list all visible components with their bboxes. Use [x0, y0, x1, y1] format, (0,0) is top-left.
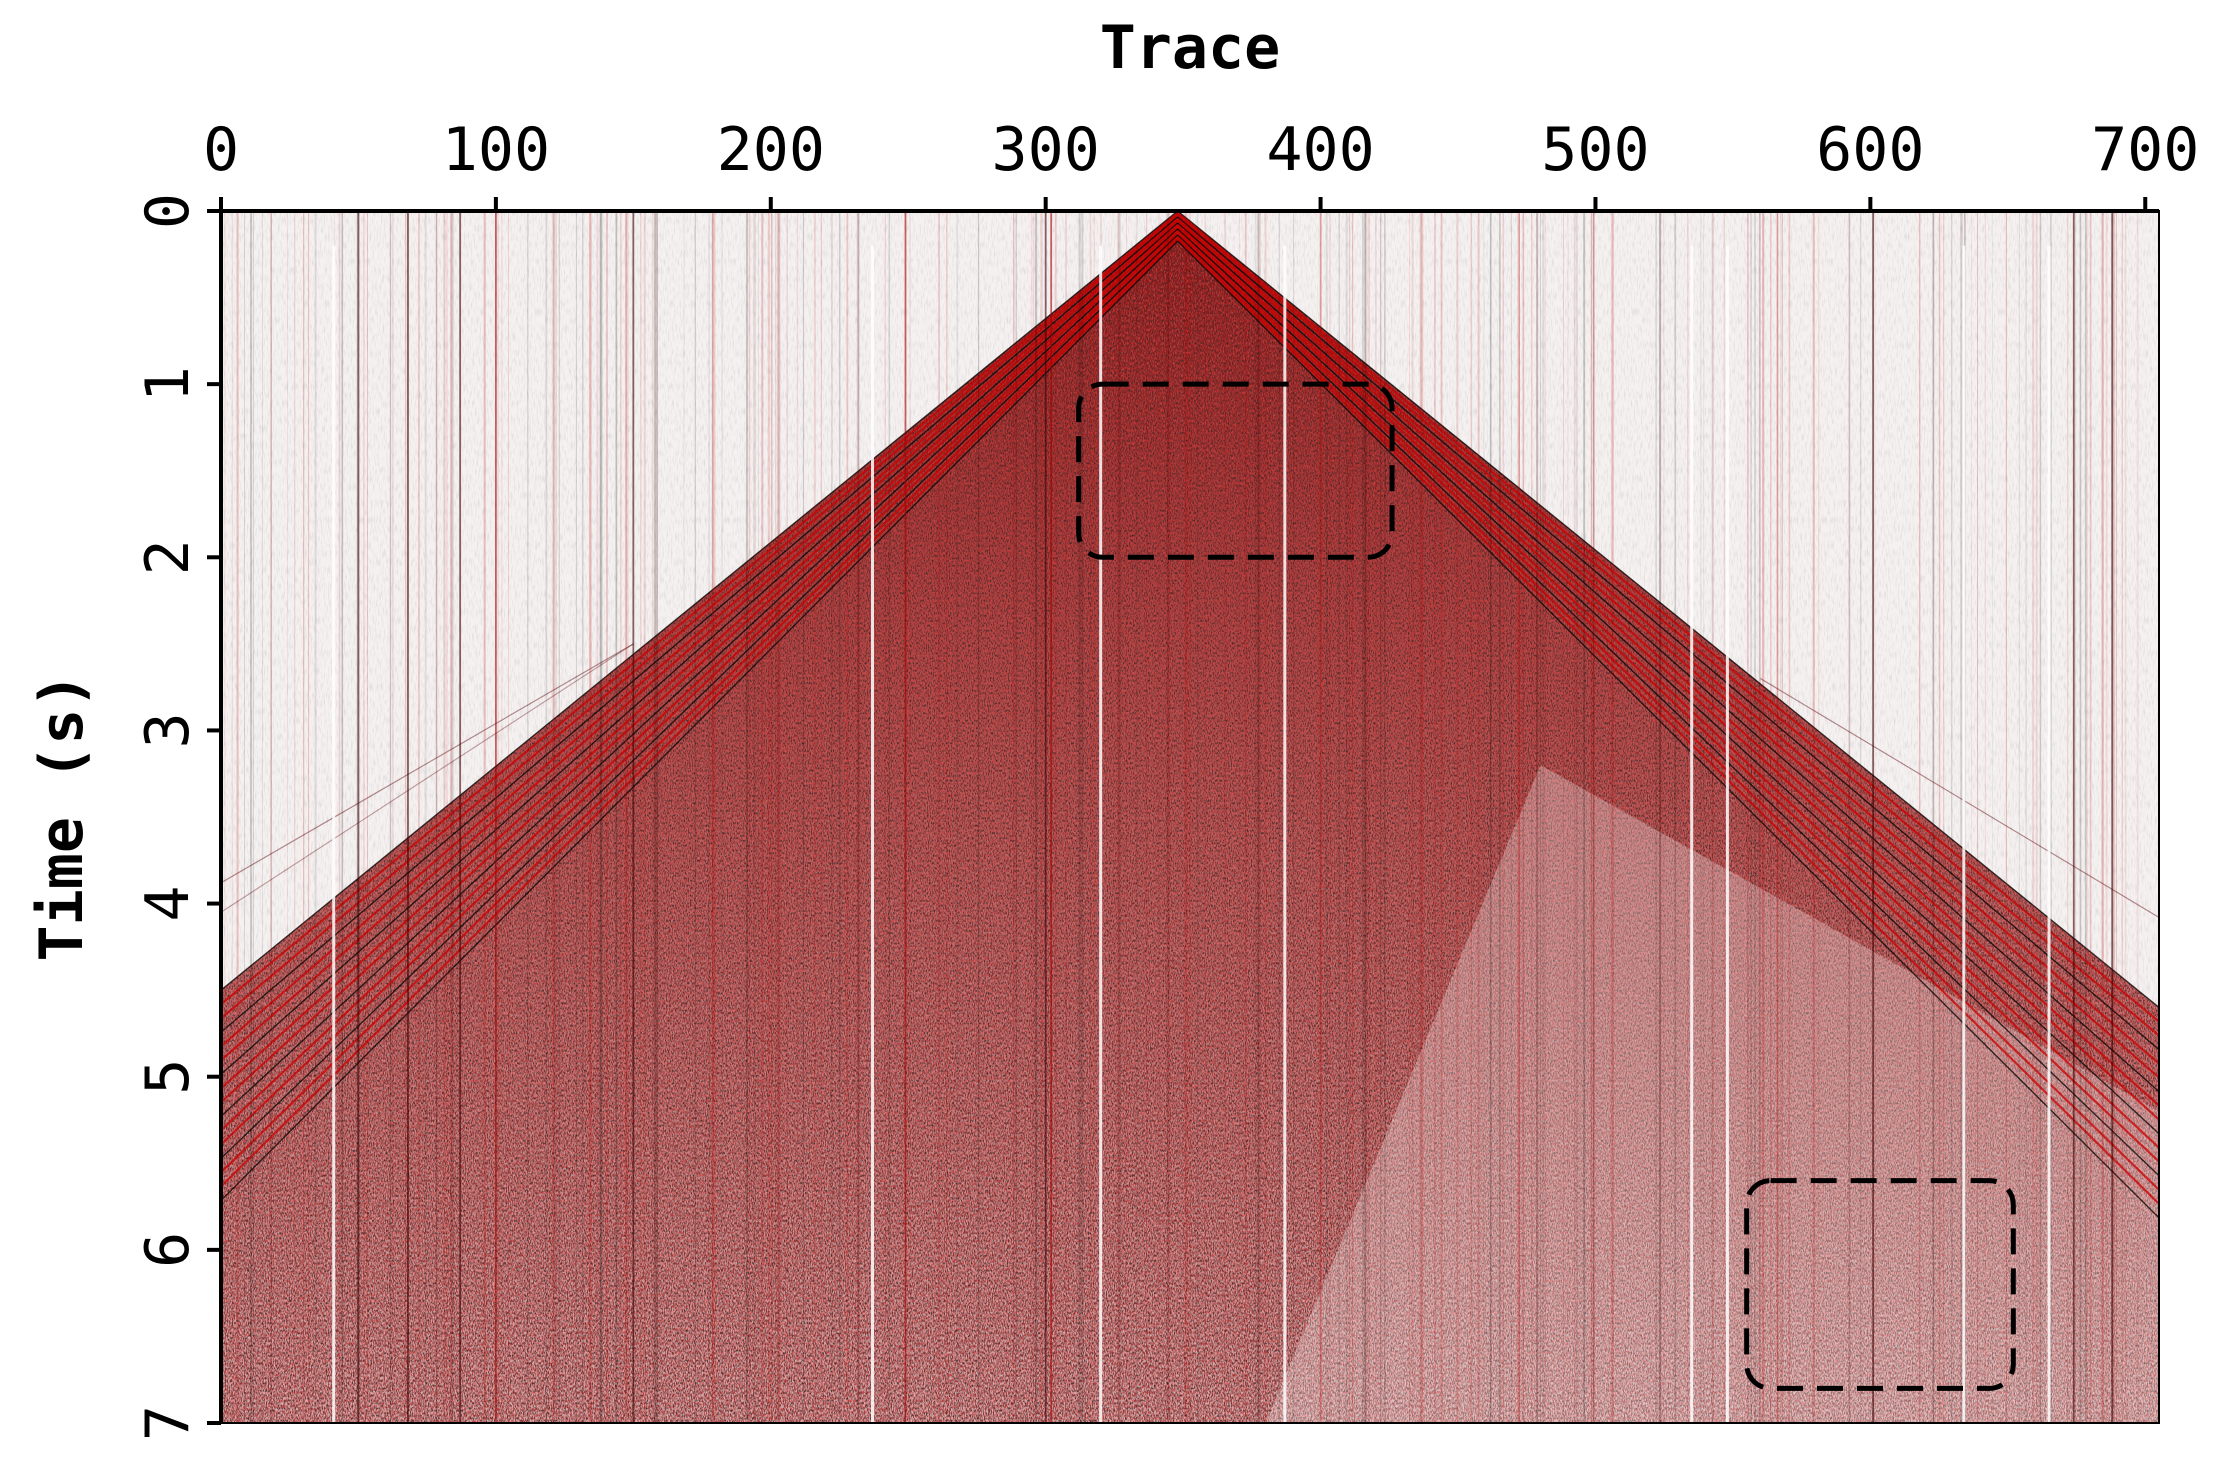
event-line-left	[221, 216, 1179, 1033]
x-tick-label: 300	[991, 115, 1099, 185]
y-axis-title: Time (s)	[27, 673, 97, 962]
event-line-right	[1176, 226, 2159, 1121]
event-line-left	[221, 214, 1179, 1020]
x-tick-label: 600	[1816, 115, 1924, 185]
y-tick-label: 5	[133, 1059, 203, 1095]
event-line-left	[221, 228, 1179, 1117]
x-tick-label: 200	[717, 115, 825, 185]
event-line-right	[1176, 224, 2159, 1107]
event-line-left	[221, 224, 1179, 1090]
x-tick-label: 0	[203, 115, 239, 185]
event-line-left	[221, 234, 1179, 1159]
event-line-right	[1177, 228, 2159, 1135]
x-tick-label: 500	[1541, 115, 1649, 185]
x-axis-title: Trace	[1100, 13, 1281, 83]
event-line-right	[1177, 211, 2159, 1009]
event-line-left	[221, 218, 1179, 1048]
precursor-line-right	[1760, 677, 2159, 918]
event-line-right	[1176, 236, 2159, 1191]
x-tick-label: 700	[2091, 115, 2199, 185]
event-line-right	[1176, 214, 2159, 1037]
x-tick-label: 100	[442, 115, 550, 185]
event-line-left	[221, 230, 1179, 1132]
y-tick-label: 1	[133, 366, 203, 402]
dashed-highlight-box-1	[1076, 381, 1395, 560]
event-line-left	[221, 212, 1179, 1006]
event-line-right	[1177, 222, 2159, 1093]
wavefield-black-speckle	[221, 211, 2159, 1423]
annotation-layer	[1076, 381, 2016, 1391]
event-line-right	[1176, 218, 2159, 1065]
event-line-left	[221, 211, 1179, 991]
wavefield-pale-zone	[1265, 765, 2159, 1423]
event-line-left	[221, 220, 1179, 1062]
precursor-line-left	[221, 643, 634, 884]
event-line-left	[221, 238, 1179, 1188]
event-line-left	[221, 226, 1179, 1104]
y-tick-label: 4	[133, 886, 203, 922]
event-line-right	[1176, 230, 2159, 1149]
event-line-right	[1176, 232, 2159, 1163]
plot-area	[221, 211, 2159, 1423]
y-tick-label: 3	[133, 712, 203, 748]
event-line-right	[1177, 216, 2159, 1051]
y-tick-label: 7	[133, 1405, 203, 1441]
dashed-highlight-box-2	[1744, 1178, 2016, 1391]
event-line-right	[1176, 238, 2159, 1205]
event-line-left	[221, 232, 1179, 1146]
event-line-left	[221, 240, 1179, 1202]
event-line-right	[1176, 220, 2159, 1079]
x-tick-label: 400	[1266, 115, 1374, 185]
axes-layer: 0 100 200 300 400 500 600 700 0 1 2 3 4 5 6 7	[133, 115, 2199, 1441]
event-line-right	[1176, 212, 2159, 1023]
event-line-left	[221, 236, 1179, 1174]
event-line-right	[1177, 240, 2159, 1219]
event-line-left	[221, 222, 1179, 1075]
y-tick-label: 0	[133, 193, 203, 229]
y-tick-label: 2	[133, 539, 203, 575]
precursor-line-left	[221, 643, 634, 913]
y-tick-label: 6	[133, 1232, 203, 1268]
event-line-right	[1177, 234, 2159, 1177]
